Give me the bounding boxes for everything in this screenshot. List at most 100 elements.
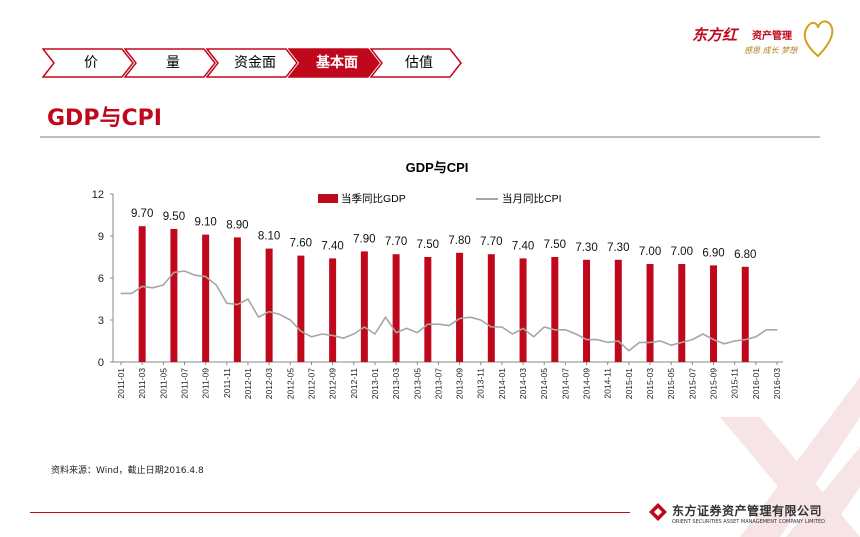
x-tick-label: 2011-07 xyxy=(179,368,189,399)
x-tick-label: 2011-09 xyxy=(201,368,211,399)
y-tick-label: 12 xyxy=(92,189,104,201)
cpi-point xyxy=(194,274,196,276)
x-tick-label: 2014-09 xyxy=(582,368,592,399)
cpi-point xyxy=(480,319,482,321)
chart-legend: 当季同比GDP 当月同比CPI xyxy=(318,192,562,205)
x-tick-label: 2014-05 xyxy=(539,368,549,399)
gdp-bar xyxy=(424,257,432,362)
x-tick-label: 2014-01 xyxy=(497,368,507,399)
x-tick-label: 2013-01 xyxy=(370,368,380,399)
nav-tab-label: 资金面 xyxy=(234,55,276,71)
cpi-point xyxy=(607,341,609,343)
cpi-point xyxy=(120,292,122,294)
x-tick-label: 2011-01 xyxy=(116,368,126,399)
cpi-point xyxy=(279,313,281,315)
cpi-point xyxy=(416,332,418,334)
nav-tab-valuation[interactable]: 估值 xyxy=(370,48,462,78)
gdp-bar xyxy=(233,237,241,362)
cpi-point xyxy=(247,298,249,300)
gdp-bar-label: 7.00 xyxy=(671,246,693,258)
x-tick-label: 2015-11 xyxy=(730,368,740,399)
x-tick-label: 2011-11 xyxy=(222,368,232,398)
y-axis: 0 3 6 9 12 xyxy=(92,189,114,369)
cpi-point xyxy=(469,316,471,318)
gdp-bar-label: 7.80 xyxy=(448,235,470,247)
x-tick-label: 2013-11 xyxy=(476,368,486,399)
gdp-bar xyxy=(614,259,622,362)
gdp-bar-label: 7.30 xyxy=(575,242,597,254)
nav-tab-volume[interactable]: 量 xyxy=(124,48,216,78)
gdp-bar-label: 7.90 xyxy=(353,233,375,245)
cpi-point xyxy=(712,339,715,341)
cpi-point xyxy=(617,340,619,342)
cpi-point xyxy=(670,344,672,346)
gdp-bar-label: 7.60 xyxy=(290,238,312,250)
x-tick-label: 2013-05 xyxy=(412,368,422,399)
cpi-point xyxy=(511,333,514,335)
cpi-point xyxy=(554,329,556,331)
x-tick-label: 2014-11 xyxy=(603,368,613,399)
gdp-bar-label: 9.10 xyxy=(194,217,216,229)
cpi-point xyxy=(215,284,217,286)
cpi-point xyxy=(374,333,376,335)
cpi-point xyxy=(173,271,175,273)
footer-divider xyxy=(30,512,630,513)
x-tick-label: 2012-05 xyxy=(285,368,295,399)
y-tick-label: 9 xyxy=(98,231,104,243)
gdp-bar-label: 7.50 xyxy=(417,239,439,251)
x-tick-label: 2015-05 xyxy=(666,368,676,399)
cpi-point xyxy=(353,333,355,335)
gdp-bar xyxy=(297,255,305,362)
cpi-point xyxy=(681,341,683,343)
x-tick-label: 2012-07 xyxy=(306,368,316,399)
cpi-point xyxy=(268,311,270,313)
cpi-point xyxy=(226,302,228,304)
cpi-point xyxy=(744,339,746,341)
cpi-point xyxy=(649,341,651,343)
cpi-point xyxy=(776,329,778,331)
y-tick-label: 6 xyxy=(98,273,104,285)
x-tick-label: 2011-03 xyxy=(137,368,147,399)
gdp-bar xyxy=(583,259,591,362)
nav-tab-label: 价 xyxy=(84,55,98,71)
cpi-point xyxy=(384,316,387,318)
chevron-shape xyxy=(42,48,134,78)
x-tick-label: 2011-05 xyxy=(158,368,168,399)
y-tick-label: 0 xyxy=(98,357,104,369)
nav-tab-price[interactable]: 价 xyxy=(42,48,134,78)
x-tick-label: 2016-03 xyxy=(772,368,782,399)
cpi-point xyxy=(342,337,344,339)
cpi-point xyxy=(702,333,704,335)
page-title: GDP与CPI xyxy=(47,106,162,131)
decorative-stripes xyxy=(720,377,860,537)
company-name-en: ORIENT SECURITIES ASSET MANAGEMENT COMPA… xyxy=(672,519,825,525)
x-tick-label: 2012-01 xyxy=(243,368,253,399)
x-tick-label: 2012-11 xyxy=(349,368,359,399)
nav-tab-liquidity[interactable]: 资金面 xyxy=(206,48,298,78)
cpi-point xyxy=(755,336,757,338)
y-tick-label: 3 xyxy=(98,315,104,327)
chevron-shape xyxy=(288,48,380,78)
gdp-bar xyxy=(456,252,464,362)
cpi-point xyxy=(289,319,291,321)
x-tick-label: 2016-01 xyxy=(751,368,761,399)
cpi-point xyxy=(575,333,577,335)
cpi-point xyxy=(660,340,662,342)
nav-tab-fundamentals[interactable]: 基本面 xyxy=(288,48,380,78)
cpi-point xyxy=(533,336,535,338)
brand-logo: 东方红 资产管理 感恩 成长 梦想 xyxy=(688,14,838,64)
x-tick-label: 2014-03 xyxy=(518,368,528,399)
gdp-bar xyxy=(329,258,337,362)
gdp-bar-label: 6.80 xyxy=(734,249,756,261)
gdp-bar xyxy=(710,265,718,362)
cpi-point xyxy=(585,339,588,341)
chevron-shape xyxy=(124,48,216,78)
x-tick-label: 2015-07 xyxy=(687,368,697,399)
legend-label-gdp: 当季同比GDP xyxy=(341,192,406,205)
gdp-bar-label: 7.70 xyxy=(385,236,407,248)
brand-subtitle: 资产管理 xyxy=(752,31,792,42)
x-axis: 2011-01 2011-03 2011-05 2011-07 2011-09 2011-… xyxy=(113,361,783,399)
cpi-point xyxy=(522,327,524,329)
x-tick-label: 2015-01 xyxy=(624,368,634,399)
